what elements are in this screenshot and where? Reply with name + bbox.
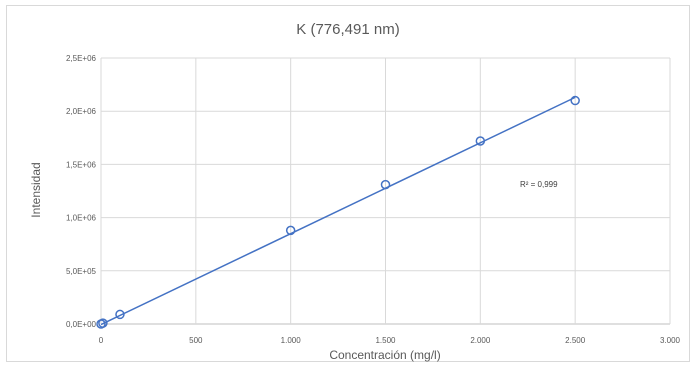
x-tick-label: 2.000: [470, 336, 491, 345]
x-axis-title: Concentración (mg/l): [329, 348, 440, 362]
y-tick-label: 1,5E+06: [66, 160, 97, 169]
data-point: [380, 179, 391, 190]
x-tick-labels: 0 500 1.000 1.500 2.000 2.500 3.000: [99, 336, 681, 345]
trendline: [100, 96, 576, 326]
y-tick-label: 0,0E+00: [66, 320, 97, 329]
trendline-group: [100, 96, 576, 326]
data-point: [98, 318, 108, 328]
y-axis-title: Intensidad: [29, 162, 43, 217]
y-tick-labels: 0,0E+00 5,0E+05 1,0E+06 1,5E+06 2,0E+06 2,5E+…: [66, 54, 97, 329]
x-tick-label: 3.000: [660, 336, 681, 345]
y-tick-label: 5,0E+05: [66, 267, 97, 276]
grid-lines: [100, 57, 671, 325]
y-tick-label: 1,0E+06: [66, 214, 97, 223]
chart-frame: [6, 5, 690, 362]
x-tick-label: 1.500: [375, 336, 396, 345]
data-point: [475, 136, 486, 146]
y-tick-label: 2,0E+06: [66, 107, 97, 116]
x-tick-label: 500: [189, 336, 203, 345]
data-point: [115, 309, 125, 320]
data-points: [96, 95, 580, 329]
x-tick-label: 0: [99, 336, 104, 345]
x-tick-label: 2.500: [565, 336, 586, 345]
x-tick-label: 1.000: [281, 336, 302, 345]
data-point: [285, 225, 296, 236]
r-squared-annotation: R² = 0,999: [520, 180, 558, 189]
y-tick-label: 2,5E+06: [66, 54, 97, 63]
chart-title: K (776,491 nm): [296, 21, 399, 38]
data-point: [570, 95, 580, 106]
